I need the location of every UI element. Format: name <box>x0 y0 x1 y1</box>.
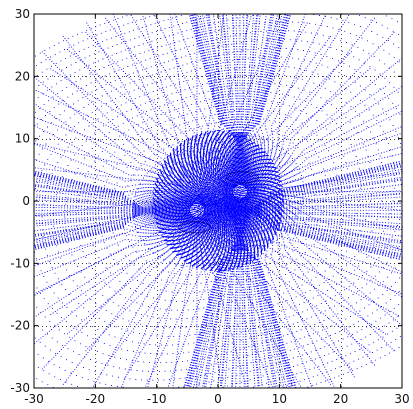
x-tick-label-5: 20 <box>333 392 348 406</box>
x-tick-label-3: 0 <box>214 392 222 406</box>
x-tick-label-6: 30 <box>394 392 409 406</box>
x-tick-label-1: -20 <box>86 392 106 406</box>
x-tick-label-0: -30 <box>24 392 44 406</box>
y-tick-label-4: 10 <box>15 132 30 146</box>
data-points <box>34 13 403 389</box>
y-tick-label-1: -20 <box>10 319 30 333</box>
y-tick-label-3: 0 <box>22 194 30 208</box>
inner-lobe-mark-1 <box>178 220 212 234</box>
axis-ticks <box>33 13 403 389</box>
x-tick-label-4: 10 <box>272 392 287 406</box>
y-tick-label-5: 20 <box>15 69 30 83</box>
x-tick-label-2: -10 <box>147 392 167 406</box>
y-tick-label-2: -10 <box>10 256 30 270</box>
inner-lobe-mark-0 <box>225 171 260 184</box>
y-tick-label-0: -30 <box>10 381 30 395</box>
scatter-series-points <box>34 13 403 389</box>
x-tick-labels: -30 -20 -10 0 10 20 30 <box>24 392 409 406</box>
y-tick-labels: -30 -20 -10 0 10 20 30 <box>10 7 30 395</box>
y-tick-label-6: 30 <box>15 7 30 21</box>
